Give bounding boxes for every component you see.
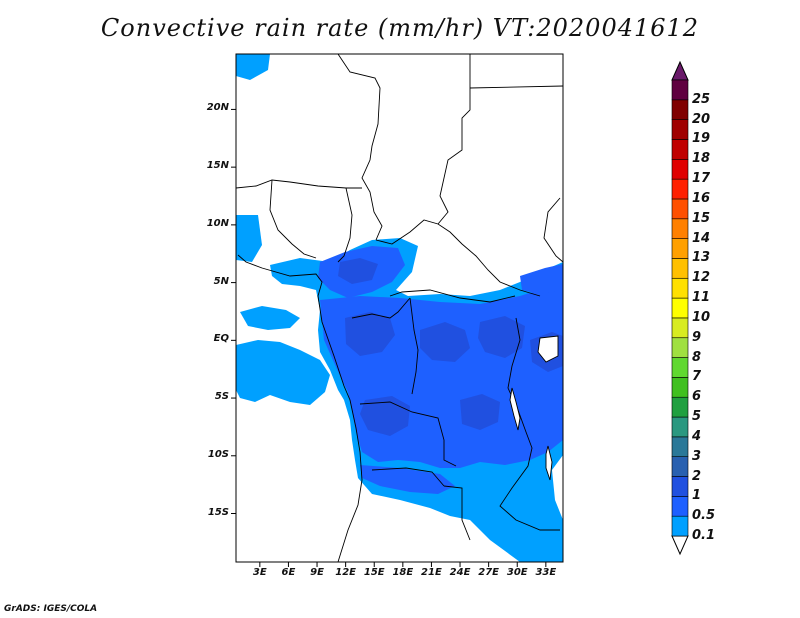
colorbar-segment (671, 79, 689, 101)
colorbar-level-label: 10 (692, 309, 711, 325)
colorbar-segment (671, 496, 689, 517)
latitude-label: 15N (206, 160, 229, 172)
longitude-label: 33E (535, 567, 557, 578)
lakes (509, 335, 559, 481)
colorbar-level-label: 14 (692, 230, 711, 246)
colorbar-level-label: 18 (692, 151, 711, 167)
latitude-ticks (231, 108, 236, 515)
colorbar-segment (671, 377, 689, 398)
colorbar-level-label: 7 (692, 369, 702, 385)
lake-malawi (545, 445, 553, 481)
longitude-label: 12E (335, 567, 356, 578)
colorbar-level-label: 20 (692, 111, 711, 127)
colorbar-segment (671, 297, 689, 319)
lake-tanganyika (509, 387, 521, 431)
colorbar-segment (671, 159, 689, 180)
latitude-label: 5N (213, 275, 229, 287)
longitude-label: 6E (281, 567, 296, 578)
colorbar-segment (671, 99, 689, 120)
colorbar-segment (671, 476, 689, 497)
colorbar-level-label: 6 (692, 389, 702, 405)
colorbar-level-label: 5 (692, 409, 702, 425)
longitude-label: 27E (478, 567, 499, 578)
colorbar-segment (671, 258, 689, 279)
colorbar-level-label: 9 (692, 329, 702, 345)
longitude-ticks (259, 562, 547, 567)
colorbar-overflow-arrow (671, 60, 689, 81)
map-title: Convective rain rate (mm/hr) VT:20200416… (100, 14, 700, 42)
longitude-label: 18E (392, 567, 414, 578)
colorbar-segment (671, 317, 689, 339)
longitude-label: 9E (310, 567, 324, 578)
colorbar-segment (671, 416, 689, 438)
colorbar-level-label: 0.5 (692, 508, 716, 524)
colorbar-level-label: 1 (692, 488, 702, 504)
colorbar-segment (671, 238, 689, 259)
longitude-label: 24E (449, 567, 471, 578)
latitude-label: 20N (206, 102, 229, 114)
colorbar-segment (671, 436, 689, 457)
colorbar-level-label: 25 (692, 91, 711, 107)
colorbar-level-label: 16 (692, 190, 711, 206)
latitude-label: 10N (206, 217, 229, 229)
colorbar-segment (671, 337, 689, 358)
longitude-label: 15E (363, 567, 385, 578)
colorbar-segment (671, 139, 689, 160)
colorbar-level-label: 19 (692, 131, 711, 147)
colorbar-underflow-arrow (671, 535, 689, 556)
country-borders (236, 54, 563, 562)
colorbar-segment (671, 357, 689, 378)
colorbar-segment (671, 119, 689, 140)
map-frame (235, 53, 564, 563)
colorbar-segment (671, 198, 689, 220)
colorbar-segment (671, 396, 689, 418)
colorbar-level-label: 0.1 (692, 528, 716, 543)
longitude-label: 30E (506, 567, 528, 578)
colorbar-level-label: 17 (692, 171, 711, 187)
colorbar-segment (671, 456, 689, 477)
colorbar-level-label: 11 (692, 290, 711, 306)
longitude-label: 3E (252, 567, 267, 578)
colorbar-level-label: 3 (692, 448, 702, 464)
colorbar-segment (671, 515, 689, 537)
grads-credit: GrADS: IGES/COLA (4, 604, 98, 614)
colorbar-level-label: 15 (692, 210, 711, 226)
latitude-label: 15S (207, 506, 229, 518)
colorbar-level-label: 4 (692, 428, 702, 444)
latitude-label: 5S (214, 391, 229, 403)
lake-victoria (537, 335, 559, 363)
rain-area-heavy (338, 258, 563, 436)
map-field (236, 54, 563, 562)
colorbar-segment (671, 178, 689, 200)
colorbar-level-label: 8 (692, 349, 702, 365)
colorbar (671, 60, 689, 556)
colorbar-segment (671, 277, 689, 299)
latitude-label: EQ (213, 333, 229, 345)
colorbar-level-label: 2 (692, 468, 702, 484)
longitude-label: 21E (421, 567, 442, 578)
colorbar-segment (671, 218, 689, 239)
colorbar-level-label: 12 (692, 270, 711, 286)
latitude-label: 10S (207, 448, 229, 460)
colorbar-level-label: 13 (692, 250, 711, 266)
